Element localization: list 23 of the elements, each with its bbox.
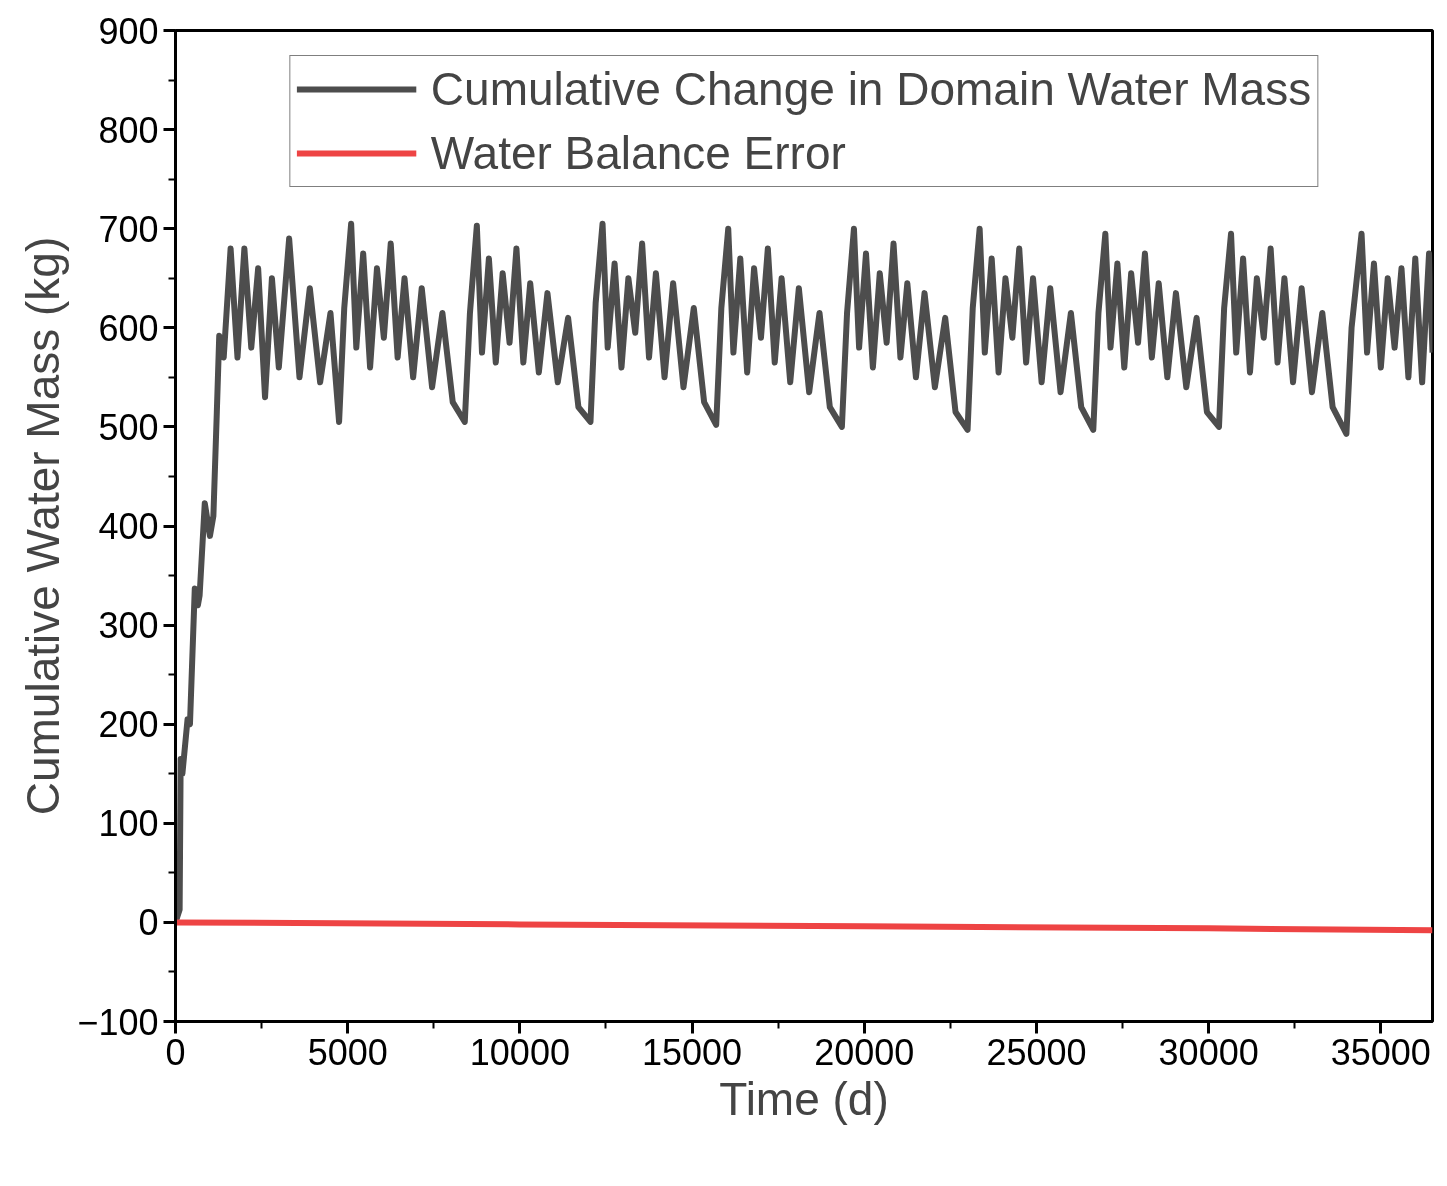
y-tick-label: 800 — [98, 109, 159, 151]
x-tick-label: 35000 — [1330, 1031, 1431, 1073]
y-tick-label: 600 — [98, 307, 159, 349]
y-tick-label: 300 — [98, 605, 159, 647]
y-tick-label: 400 — [98, 506, 159, 547]
x-tick-label: 30000 — [1158, 1031, 1259, 1073]
x-tick-label: 25000 — [986, 1031, 1087, 1073]
y-tick-label: 0 — [138, 902, 159, 944]
y-tick-label: 100 — [98, 803, 159, 845]
y-tick-label: 200 — [98, 704, 159, 746]
legend-label: Water Balance Error — [430, 126, 846, 180]
x-axis-title: Time (d) — [719, 1072, 889, 1125]
y-tick-label: −100 — [77, 1001, 159, 1043]
legend-label: Cumulative Change in Domain Water Mass — [430, 62, 1312, 116]
y-axis-title: Cumulative Water Mass (kg) — [17, 236, 70, 816]
x-tick-label: 5000 — [307, 1031, 388, 1073]
x-tick-label: 20000 — [814, 1031, 915, 1073]
y-tick-label: 500 — [98, 406, 159, 448]
x-tick-label: 0 — [165, 1031, 186, 1073]
y-tick-label: 700 — [98, 208, 159, 250]
x-tick-label: 15000 — [642, 1031, 743, 1073]
y-tick-label: 900 — [98, 10, 159, 52]
x-tick-label: 10000 — [469, 1031, 570, 1073]
